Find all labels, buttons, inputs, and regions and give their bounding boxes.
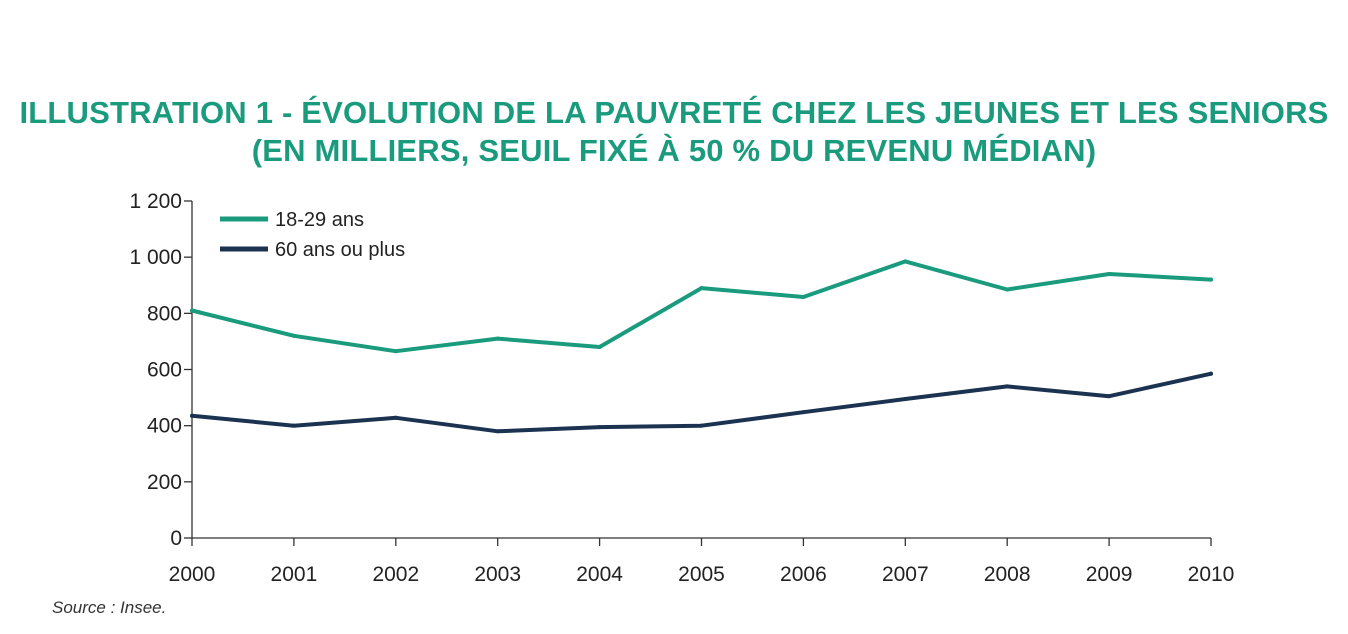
- x-tick-label: 2008: [984, 563, 1031, 586]
- data-point: [801, 295, 806, 300]
- legend-label: 18-29 ans: [275, 209, 364, 231]
- y-tick-label: 400: [147, 415, 182, 438]
- data-point: [597, 425, 602, 430]
- data-point: [597, 345, 602, 350]
- x-tick-label: 2004: [576, 563, 623, 586]
- y-tick-label: 1 000: [129, 246, 182, 269]
- data-point: [1107, 272, 1112, 277]
- y-axis-labels: 0 200 400 600 800 1 000 1 200: [129, 190, 182, 550]
- data-point: [903, 259, 908, 264]
- source-note: Source : Insee.: [52, 598, 167, 617]
- x-tick-label: 2005: [678, 563, 725, 586]
- chart-title-line-2: (EN MILLIERS, SEUIL FIXÉ À 50 % DU REVEN…: [251, 133, 1097, 168]
- data-point: [393, 415, 398, 420]
- data-point: [190, 308, 194, 313]
- series-line-senior: [190, 371, 1213, 434]
- x-tick-label: 2009: [1086, 563, 1133, 586]
- data-point: [903, 396, 908, 401]
- data-point: [699, 286, 704, 291]
- x-tick-label: 2000: [169, 563, 216, 586]
- data-point: [1107, 394, 1112, 399]
- x-tick-label: 2003: [474, 563, 521, 586]
- data-point: [1005, 287, 1010, 292]
- y-tick-label: 800: [147, 302, 182, 325]
- data-point: [393, 349, 398, 354]
- x-tick-label: 2006: [780, 563, 827, 586]
- data-point: [1209, 371, 1213, 376]
- data-point: [190, 413, 194, 418]
- y-tick-label: 0: [170, 527, 182, 550]
- data-point: [801, 410, 806, 415]
- series-line-young: [190, 259, 1213, 354]
- x-tick-label: 2010: [1188, 563, 1235, 586]
- data-point: [495, 336, 500, 341]
- data-point: [1209, 277, 1213, 282]
- data-point: [495, 429, 500, 434]
- x-tick-label: 2002: [372, 563, 419, 586]
- x-tick-label: 2007: [882, 563, 929, 586]
- chart-series: [190, 259, 1213, 434]
- x-tick-label: 2001: [271, 563, 318, 586]
- y-tick-label: 600: [147, 359, 182, 382]
- y-tick-label: 1 200: [129, 190, 182, 213]
- legend-label: 60 ans ou plus: [275, 239, 405, 261]
- data-point: [1005, 384, 1010, 389]
- data-point: [291, 333, 296, 338]
- x-axis-labels: 2000 2001 2002 2003 2004 2005 2006 2007 2008 2009…: [169, 563, 1235, 586]
- y-tick-label: 200: [147, 471, 182, 494]
- chart-legend: 18-29 ans 60 ans ou plus: [220, 209, 405, 261]
- data-point: [699, 423, 704, 428]
- chart-axes: [184, 200, 1212, 546]
- chart-title-line-1: ILLUSTRATION 1 - ÉVOLUTION DE LA PAUVRET…: [19, 95, 1329, 130]
- data-point: [291, 423, 296, 428]
